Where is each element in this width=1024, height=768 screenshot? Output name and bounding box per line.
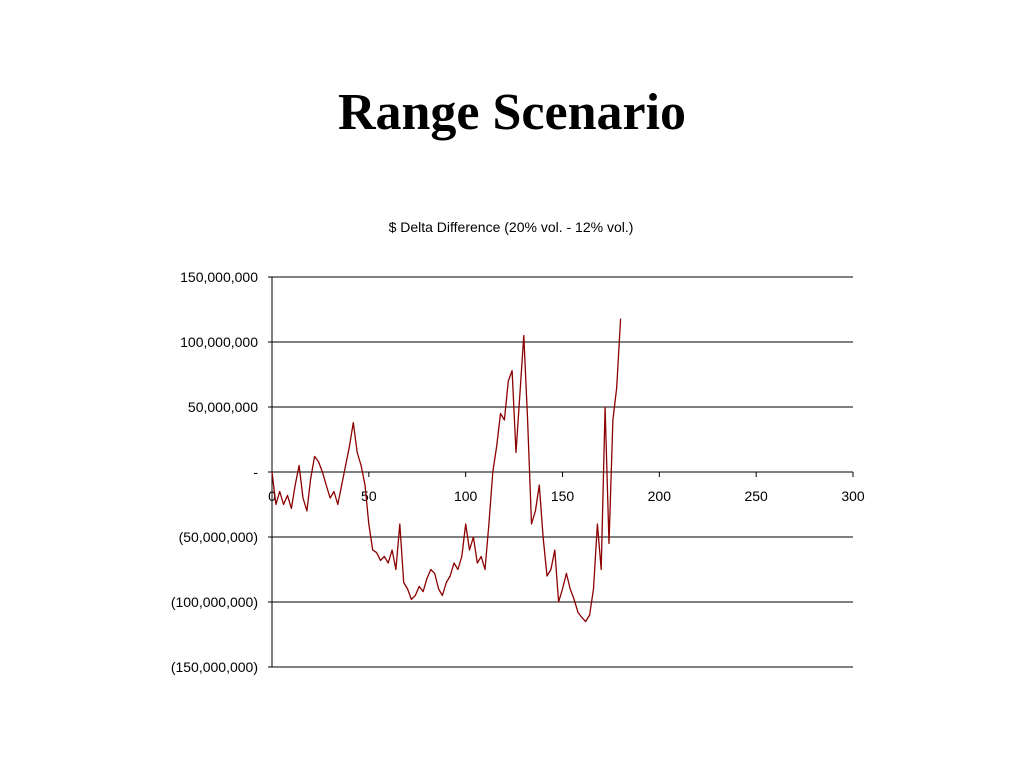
x-tick-label: 200 xyxy=(648,488,672,504)
x-tick-label: 150 xyxy=(551,488,575,504)
y-tick-label: 50,000,000 xyxy=(188,399,258,415)
chart-title: $ Delta Difference (20% vol. - 12% vol.) xyxy=(389,219,634,235)
x-axis: 0 50 100 150 200 250 300 xyxy=(268,471,865,504)
y-tick-label: 100,000,000 xyxy=(180,334,258,350)
y-axis: 150,000,000 100,000,000 50,000,000 - (50,000… xyxy=(171,269,273,675)
x-tick-label: 250 xyxy=(744,488,768,504)
y-tick-label: (150,000,000) xyxy=(171,659,258,675)
y-tick-label: (50,000,000) xyxy=(179,529,258,545)
x-tick-label: 300 xyxy=(841,488,865,504)
grid-lines xyxy=(268,276,853,668)
slide-title: Range Scenario xyxy=(337,84,687,141)
x-tick-label: 0 xyxy=(268,488,276,504)
series-layer xyxy=(271,318,622,623)
x-tick-label: 100 xyxy=(454,488,478,504)
y-tick-label: (100,000,000) xyxy=(171,594,258,610)
series-line xyxy=(271,318,622,623)
y-tick-label: - xyxy=(253,464,258,480)
x-tick-label: 50 xyxy=(361,488,377,504)
y-tick-label: 150,000,000 xyxy=(180,269,258,285)
